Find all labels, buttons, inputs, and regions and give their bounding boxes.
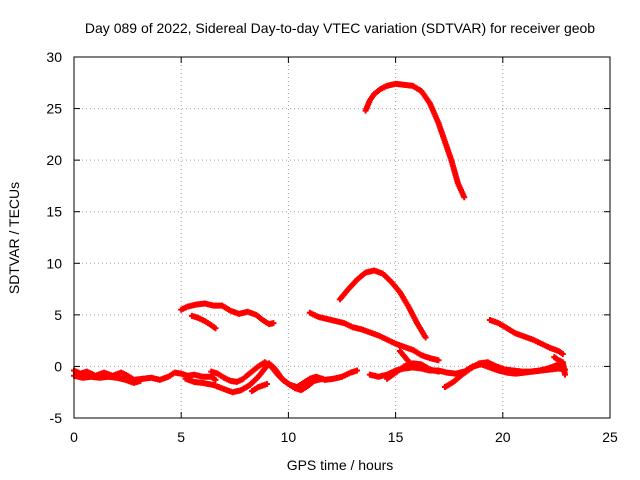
series-mid-arc-4 bbox=[336, 267, 429, 341]
series-high-arc bbox=[362, 80, 468, 201]
x-tick-label: 25 bbox=[602, 429, 618, 445]
x-tick-label: 0 bbox=[70, 429, 78, 445]
series-mid-arc-5 bbox=[396, 347, 416, 370]
y-tick-label: 5 bbox=[54, 307, 62, 323]
x-tick-label: 10 bbox=[281, 429, 297, 445]
data-point bbox=[212, 325, 219, 332]
series-baseline-arc-1 bbox=[71, 367, 219, 383]
data-point bbox=[137, 377, 144, 384]
data-point bbox=[559, 351, 566, 358]
x-tick-label: 15 bbox=[388, 429, 404, 445]
chart-title: Day 089 of 2022, Sidereal Day-to-day VTE… bbox=[85, 20, 595, 36]
series-mid-arc-2 bbox=[188, 312, 219, 332]
y-axis-label: SDTVAR / TECUs bbox=[6, 182, 22, 294]
y-tick-label: 10 bbox=[46, 255, 62, 271]
axis-ticks: 0 5 10 15 20 25 -5 0 5 10 15 20 25 30 bbox=[46, 49, 618, 445]
series-mid-arc-1 bbox=[178, 300, 277, 328]
series-baseline-arc-5 bbox=[248, 380, 270, 395]
x-tick-label: 5 bbox=[177, 429, 185, 445]
data-point bbox=[263, 380, 270, 387]
series-baseline-arc-9 bbox=[551, 354, 568, 378]
data-point bbox=[461, 194, 468, 201]
series-baseline-arc-3 bbox=[208, 368, 247, 385]
data-point bbox=[409, 363, 416, 370]
series-mid-arc-3 bbox=[306, 309, 442, 364]
x-axis-label: GPS time / hours bbox=[287, 457, 394, 473]
y-tick-label: -5 bbox=[50, 410, 63, 426]
y-tick-label: 25 bbox=[46, 101, 62, 117]
data-point bbox=[212, 376, 219, 383]
series-baseline-arc-1b bbox=[71, 372, 144, 386]
y-tick-label: 0 bbox=[54, 358, 62, 374]
data-point bbox=[435, 357, 442, 364]
series-mid-arc-6 bbox=[486, 317, 566, 358]
data-point bbox=[422, 334, 429, 341]
y-tick-label: 30 bbox=[46, 49, 62, 65]
y-tick-label: 15 bbox=[46, 204, 62, 220]
x-tick-label: 20 bbox=[495, 429, 511, 445]
series-baseline-arc-8 bbox=[441, 359, 566, 391]
series-baseline-arc-4 bbox=[242, 359, 361, 391]
plot-frame bbox=[73, 56, 611, 419]
data-series bbox=[71, 80, 568, 396]
grid-lines bbox=[74, 57, 610, 418]
data-point bbox=[435, 368, 442, 375]
data-point bbox=[561, 371, 568, 378]
y-tick-label: 20 bbox=[46, 152, 62, 168]
data-point bbox=[270, 320, 277, 327]
data-point bbox=[354, 367, 361, 374]
